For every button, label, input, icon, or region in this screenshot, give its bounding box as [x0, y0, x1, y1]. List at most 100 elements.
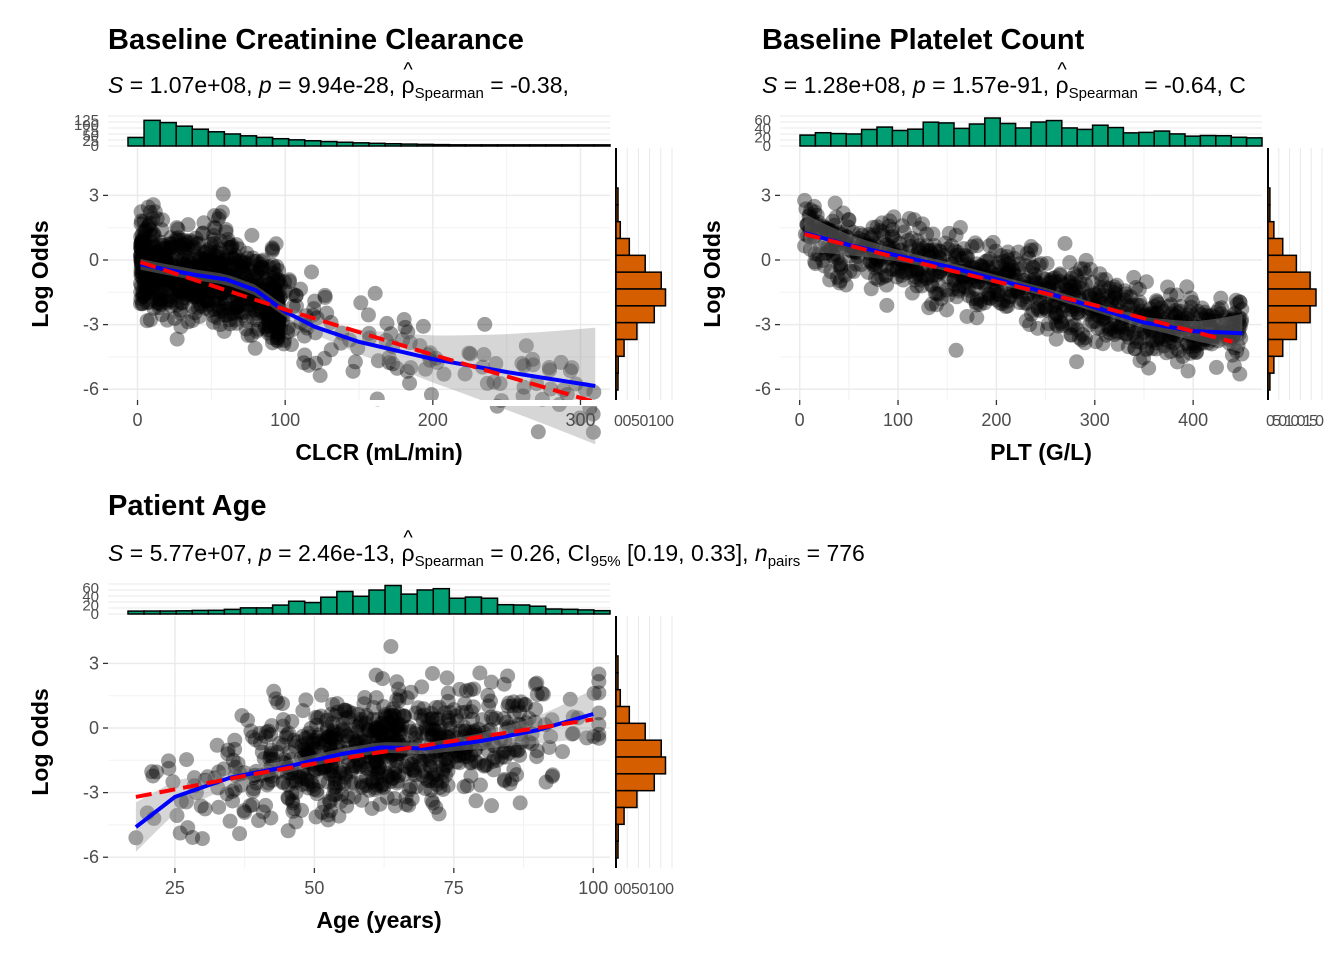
data-point	[979, 253, 995, 269]
data-point	[1233, 314, 1249, 330]
data-point	[1107, 282, 1123, 298]
data-point	[819, 244, 835, 260]
data-point	[996, 253, 1012, 269]
data-point	[1115, 325, 1131, 341]
data-point	[223, 300, 239, 316]
data-point	[1081, 307, 1097, 323]
data-point	[376, 779, 392, 795]
data-point	[375, 726, 391, 742]
data-point	[260, 307, 276, 323]
data-point	[159, 312, 175, 328]
data-point	[1232, 294, 1248, 310]
data-point	[325, 715, 341, 731]
data-point	[811, 214, 827, 230]
data-point	[1173, 311, 1189, 327]
data-point	[958, 274, 974, 290]
x-axis-label: Age (years)	[316, 907, 441, 933]
data-point	[1006, 250, 1022, 266]
data-point	[285, 286, 301, 302]
data-point	[148, 764, 164, 780]
data-point	[500, 668, 516, 684]
data-point	[829, 250, 845, 266]
data-point	[414, 679, 430, 695]
data-point	[320, 720, 336, 736]
data-point	[1186, 308, 1202, 324]
data-point	[135, 295, 151, 311]
data-point	[158, 240, 174, 256]
data-point	[179, 283, 195, 299]
data-point	[243, 327, 259, 343]
data-point	[825, 213, 841, 229]
data-point	[848, 256, 864, 272]
data-point	[440, 685, 456, 701]
data-point	[133, 236, 149, 252]
data-point	[529, 743, 545, 759]
data-point	[152, 281, 168, 297]
data-point	[371, 764, 387, 780]
data-point	[1028, 274, 1044, 290]
data-point	[488, 355, 504, 371]
data-point	[440, 754, 456, 770]
hist-bar	[127, 610, 145, 615]
data-point	[515, 388, 531, 404]
data-point	[151, 286, 167, 302]
data-point	[166, 275, 182, 291]
data-point	[496, 772, 512, 788]
stat-s: 1.28e+08	[803, 72, 901, 98]
data-point	[998, 265, 1014, 281]
data-point	[829, 269, 845, 285]
data-point	[253, 261, 269, 277]
data-point	[462, 346, 478, 362]
y-axis-label: Log Odds	[27, 688, 53, 795]
data-point	[375, 716, 391, 732]
data-point	[1144, 306, 1160, 322]
data-point	[361, 782, 377, 798]
data-point	[1120, 320, 1136, 336]
hist-bar	[496, 144, 515, 147]
data-point	[309, 782, 325, 798]
hist-bar	[1245, 137, 1263, 147]
data-point	[136, 272, 152, 288]
hist-bar	[271, 137, 290, 147]
data-point	[258, 318, 274, 334]
hist-bar	[239, 607, 258, 615]
data-point	[214, 296, 230, 312]
data-point	[260, 303, 276, 319]
data-point	[878, 258, 894, 274]
data-point	[359, 777, 375, 793]
data-point	[306, 741, 322, 757]
data-point	[257, 319, 273, 335]
data-point	[929, 286, 945, 302]
data-point	[259, 307, 275, 323]
data-point	[1231, 309, 1247, 325]
data-point	[159, 288, 175, 304]
data-point	[216, 324, 232, 340]
data-point	[136, 213, 152, 229]
data-point	[149, 244, 165, 260]
data-point	[184, 287, 200, 303]
data-point	[187, 286, 203, 302]
data-point	[1063, 279, 1079, 295]
data-point	[527, 676, 543, 692]
data-point	[384, 719, 400, 735]
data-point	[220, 231, 236, 247]
data-point	[163, 298, 179, 314]
data-point	[870, 272, 886, 288]
data-point	[174, 236, 190, 252]
data-point	[325, 723, 341, 739]
data-point	[1132, 297, 1148, 313]
data-point	[1149, 294, 1165, 310]
data-point	[999, 249, 1015, 265]
data-point	[235, 264, 251, 280]
hist-bar	[577, 609, 595, 615]
data-point	[146, 300, 162, 316]
hist-bar	[512, 604, 531, 615]
data-point	[347, 733, 363, 749]
data-point	[210, 298, 226, 314]
data-point	[1017, 257, 1033, 273]
data-point	[145, 280, 161, 296]
stat-p: 9.94e-28	[297, 72, 389, 98]
data-point	[1127, 341, 1143, 357]
data-point	[452, 723, 468, 739]
data-point	[1046, 274, 1062, 290]
